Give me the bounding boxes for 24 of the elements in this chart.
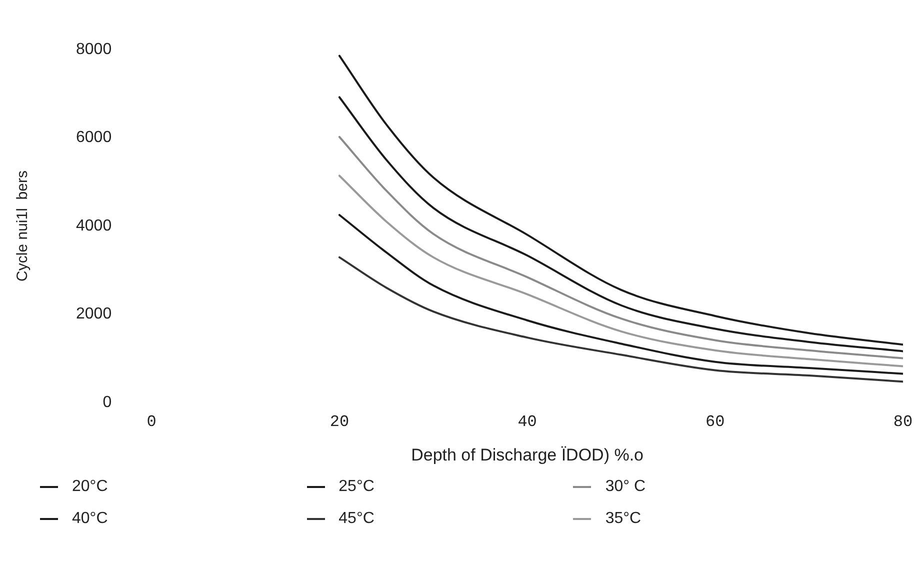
legend-label: 20°C (72, 478, 108, 496)
legend-label: 45°C (338, 510, 374, 528)
y-tick-label: 8000 (76, 41, 112, 58)
y-tick-label: 6000 (76, 129, 112, 146)
line-series (338, 256, 903, 383)
legend-label: 40°C (72, 510, 108, 528)
y-tick-label: 2000 (76, 306, 112, 323)
x-tick-label: 20 (330, 413, 350, 432)
x-tick-label: 80 (893, 413, 913, 432)
line-series (338, 136, 903, 360)
x-tick-label: 40 (518, 413, 537, 432)
legend-label: 30° C (605, 478, 646, 496)
line-series (338, 96, 903, 352)
line-series (338, 54, 903, 346)
line-series (338, 214, 903, 375)
x-tick-label: 0 (146, 413, 156, 432)
line-series (338, 174, 903, 368)
y-tick-label: 4000 (76, 217, 112, 234)
x-tick-label: 60 (706, 413, 725, 432)
y-axis-title: Cycle nui1l bers (14, 170, 32, 282)
legend-label: 35°C (605, 510, 642, 528)
x-axis-title: Depth of Discharge ÏDOD) %.ο (411, 445, 644, 464)
y-tick-label: 0 (102, 394, 112, 411)
legend-label: 25°C (338, 478, 374, 496)
